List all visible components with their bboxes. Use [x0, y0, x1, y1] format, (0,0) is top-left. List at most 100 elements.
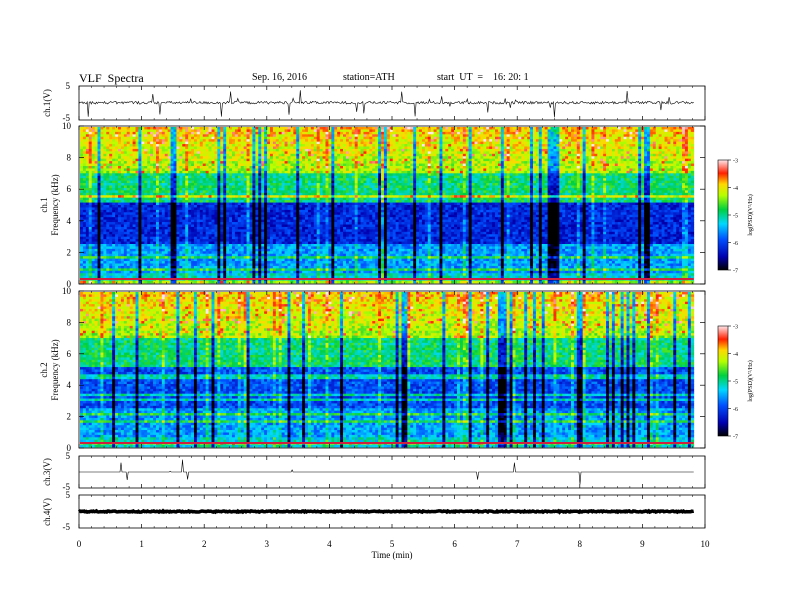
- spectrogram-cell: [130, 132, 133, 135]
- spectrogram-cell: [559, 137, 562, 140]
- spectrogram-cell: [568, 132, 571, 135]
- spectrogram-cell: [235, 147, 238, 150]
- spectrogram-cell: [121, 142, 124, 145]
- spectrogram-cell: [489, 129, 492, 132]
- spectrogram-cell: [270, 134, 273, 137]
- spectrogram-cell: [115, 144, 118, 147]
- spectrogram-cell: [159, 142, 162, 145]
- spectrogram-cell: [106, 129, 109, 132]
- spectrogram-cell: [536, 134, 539, 137]
- spectrogram-cell: [495, 132, 498, 135]
- spectrogram-cell: [425, 129, 428, 132]
- spectrogram-cell: [539, 144, 542, 147]
- spectrogram-cell: [445, 132, 448, 135]
- spectrogram-cell: [206, 147, 209, 150]
- spectrogram-cell: [206, 127, 209, 130]
- spectrogram-cell: [530, 142, 533, 145]
- spectrogram-cell: [349, 129, 352, 132]
- spectrogram-cell: [214, 142, 217, 145]
- spectrogram-cell: [533, 132, 536, 135]
- spectrogram-cell: [171, 127, 174, 130]
- spectrogram-cell: [247, 132, 250, 135]
- spectrogram-cell: [83, 134, 86, 137]
- spectrogram-cell: [314, 127, 317, 130]
- spectrogram-cell: [103, 137, 106, 140]
- spectrogram-cell: [282, 127, 285, 130]
- spectrogram-cell: [258, 144, 261, 147]
- spectrogram-cell: [612, 129, 615, 132]
- spectrogram-cell: [185, 129, 188, 132]
- spectrogram-cell: [586, 127, 589, 130]
- spectrogram-cell: [510, 132, 513, 135]
- spectrogram-cell: [80, 142, 83, 145]
- spectrogram-cell: [591, 139, 594, 142]
- spectrogram-cell: [536, 142, 539, 145]
- spectrogram-cell: [542, 134, 545, 137]
- spectrogram-cell: [518, 134, 521, 137]
- spectrogram-cell: [270, 127, 273, 130]
- spectrogram-cell: [477, 129, 480, 132]
- spectrogram-cell: [463, 144, 466, 147]
- spectrogram-cell: [615, 142, 618, 145]
- spectrogram-cell: [305, 137, 308, 140]
- spectrogram-cell: [92, 144, 95, 147]
- spectrogram-cell: [644, 132, 647, 135]
- vlf-figure: ch.1(V) 5 -5 ch.1 Frequency (kHz) 108642…: [0, 0, 792, 612]
- spectrogram-cell: [147, 147, 150, 150]
- spectrogram-cell: [545, 139, 548, 142]
- spectrogram-cell: [486, 142, 489, 145]
- spectrogram-cell: [288, 129, 291, 132]
- spectrogram-cell: [185, 142, 188, 145]
- spectrogram-cell: [413, 132, 416, 135]
- spectrogram-cell: [667, 132, 670, 135]
- spectrogram-cell: [498, 129, 501, 132]
- spectrogram-cell: [363, 144, 366, 147]
- spectrogram-cell: [378, 144, 381, 147]
- spectrogram-cell: [536, 144, 539, 147]
- spectrogram-cell: [147, 134, 150, 137]
- spectrogram-cell: [247, 134, 250, 137]
- spectrogram-cell: [457, 137, 460, 140]
- spectrogram-cell: [308, 127, 311, 130]
- spectrogram-cell: [653, 132, 656, 135]
- spectrogram-cell: [638, 134, 641, 137]
- spectrogram-cell: [513, 144, 516, 147]
- spectrogram-cell: [492, 142, 495, 145]
- spectrogram-cell: [627, 129, 630, 132]
- spectrogram-cell: [390, 142, 393, 145]
- spectrogram-cell: [574, 132, 577, 135]
- spectrogram-cell: [489, 134, 492, 137]
- spectrogram-cell: [141, 134, 144, 137]
- spectrogram-cell: [577, 142, 580, 145]
- spectrogram-cell: [197, 147, 200, 150]
- spectrogram-cell: [437, 137, 440, 140]
- spectrogram-cell: [551, 134, 554, 137]
- spectrogram-cell: [384, 127, 387, 130]
- spectrogram-cell: [308, 137, 311, 140]
- spectrogram-cell: [112, 129, 115, 132]
- spectrogram-cell: [615, 129, 618, 132]
- spectrogram-cell: [174, 127, 177, 130]
- spectrogram-cell: [513, 137, 516, 140]
- spectrogram-cell: [130, 144, 133, 147]
- spectrogram-cell: [685, 132, 688, 135]
- spectrogram-cell: [250, 137, 253, 140]
- spectrogram-cell: [378, 127, 381, 130]
- spectrogram-cell: [480, 142, 483, 145]
- spectrogram-cell: [188, 144, 191, 147]
- spectrogram-cell: [220, 144, 223, 147]
- spectrogram-cell: [650, 127, 653, 130]
- spectrogram-cell: [428, 129, 431, 132]
- spectrogram-cell: [197, 129, 200, 132]
- spectrogram-cell: [673, 129, 676, 132]
- spectrogram-cell: [264, 134, 267, 137]
- spectrogram-cell: [323, 132, 326, 135]
- spectrogram-cell: [504, 134, 507, 137]
- spectrogram-cell: [515, 144, 518, 147]
- spectrogram-cell: [174, 147, 177, 150]
- spectrogram-cell: [688, 132, 691, 135]
- spectrogram-cell: [212, 137, 215, 140]
- spectrogram-cell: [434, 144, 437, 147]
- spectrogram-cell: [285, 137, 288, 140]
- spectrogram-cell: [182, 147, 185, 150]
